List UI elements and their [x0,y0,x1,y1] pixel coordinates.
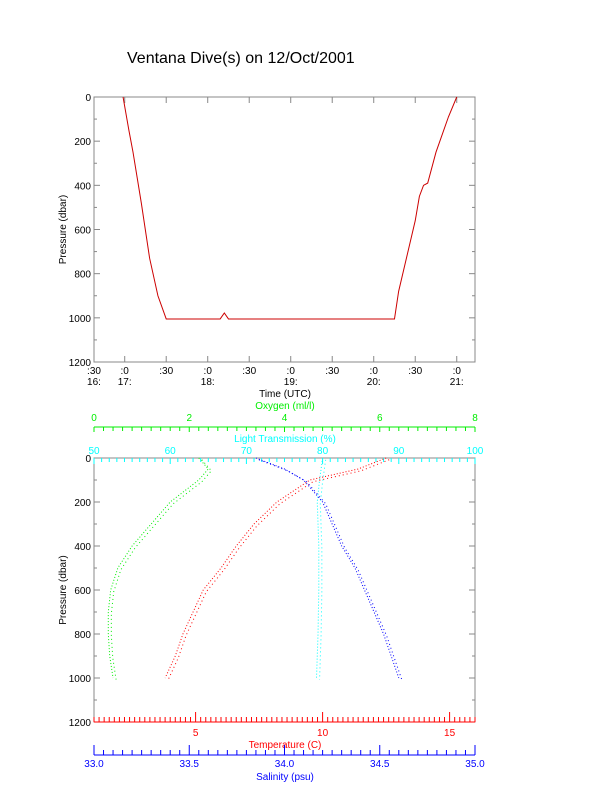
axis-tick-label: 70 [241,446,253,457]
y-tick-label: 1200 [69,358,92,369]
y-tick-label: 200 [74,498,91,509]
y-tick-label: 600 [74,586,91,597]
axis-title: Oxygen (ml/l) [255,401,314,412]
x-tick-label: :0 [287,366,296,377]
x-tick-label: :0 [370,366,379,377]
x-tick-label: :0 [204,366,213,377]
y-tick-label: 800 [74,270,91,281]
axis-tick-label: 15 [444,728,456,739]
x-tick-label: 16: [87,377,101,388]
x-tick-label: 19: [284,377,298,388]
axis-tick-label: 10 [317,728,329,739]
temperature-profile [164,457,387,679]
x-tick-label: :0 [453,366,462,377]
x-axis-label: Time (UTC) [259,389,311,400]
x-tick-label: :30 [159,366,173,377]
x-tick-label: :30 [87,366,101,377]
y-tick-label: 0 [85,93,91,104]
axis-tick-label: 34.5 [370,759,390,770]
light-transmission-profile-upcast [319,459,327,680]
x-tick-label: 20: [367,377,381,388]
x-tick-label: 18: [201,377,215,388]
temperature-profile-upcast [167,459,390,680]
salinity-profile [255,457,400,679]
chart-title: Ventana Dive(s) on 12/Oct/2001 [127,50,355,67]
y-axis-label: Pressure (dbar) [58,555,69,624]
axis-tick-label: 4 [282,413,288,424]
axis-tick-label: 80 [317,446,329,457]
x-tick-label: :30 [408,366,422,377]
y-tick-label: 800 [74,630,91,641]
y-tick-label: 1200 [69,718,92,729]
axis-title: Salinity (psu) [256,772,314,783]
x-tick-label: :30 [325,366,339,377]
y-tick-label: 600 [74,226,91,237]
y-tick-label: 400 [74,542,91,553]
axis-tick-label: 50 [88,446,100,457]
y-axis-label: Pressure (dbar) [58,195,69,264]
y-tick-label: 0 [85,454,91,465]
axis-tick-label: 60 [165,446,177,457]
axis-tick-label: 100 [467,446,484,457]
y-tick-label: 200 [74,137,91,148]
x-tick-label: :0 [121,366,130,377]
oxygen-profile [107,457,209,679]
axis-tick-label: 90 [393,446,405,457]
axis-tick-label: 35.0 [465,759,485,770]
axis-tick-label: 6 [377,413,383,424]
axis-tick-label: 34.0 [275,759,295,770]
pressure-line [122,96,458,320]
axis-tick-label: 33.5 [180,759,200,770]
axis-tick-label: 5 [193,728,199,739]
axis-title: Light Transmission (%) [234,434,336,445]
plot-frame [93,96,476,363]
axis-tick-label: 0 [91,413,97,424]
y-tick-label: 1000 [69,314,92,325]
x-tick-label: 17: [118,377,132,388]
plot-frame [93,457,476,723]
x-tick-label: :30 [242,366,256,377]
axis-tick-label: 33.0 [84,759,104,770]
x-tick-label: 21: [450,377,464,388]
y-tick-label: 400 [74,181,91,192]
oxygen-profile-upcast [110,459,213,680]
axis-tick-label: 8 [472,413,478,424]
axis-tick-label: 2 [186,413,192,424]
y-tick-label: 1000 [69,674,92,685]
salinity-profile-upcast [258,459,403,680]
